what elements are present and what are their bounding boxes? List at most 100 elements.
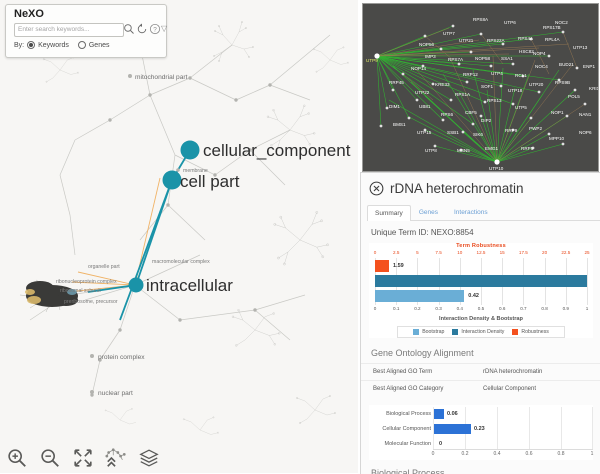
top-tick: 12.5 (476, 250, 486, 255)
radio-keywords[interactable] (27, 41, 36, 49)
bottom-tick: 0.1 (392, 306, 400, 311)
gene-label-utp8: UTP8 (425, 148, 437, 153)
top-tick: 0 (373, 250, 377, 255)
tab-summary[interactable]: Summary (367, 205, 411, 221)
bar-interaction-density[interactable] (375, 275, 587, 287)
dense-gene-cluster[interactable] (25, 279, 78, 313)
search-icon[interactable] (123, 23, 135, 35)
node-cellular-component[interactable] (180, 140, 200, 160)
top-tick: 25 (584, 250, 590, 255)
tree-nodes[interactable] (90, 43, 272, 397)
gene-label-imp3: IMP3 (425, 54, 436, 59)
close-circle-icon[interactable] (369, 181, 384, 196)
top-tick: 2.5 (392, 250, 400, 255)
unique-term-id: Unique Term ID: NEXO:8854 (371, 228, 474, 237)
highlighted-tree-nodes[interactable] (128, 140, 200, 293)
radio-genes[interactable] (77, 41, 86, 49)
gene-label-utp6: UTP6 (504, 20, 516, 25)
tab-genes[interactable]: Genes (418, 209, 438, 216)
tab-interactions[interactable]: Interactions (453, 209, 488, 216)
gene-label-rpl4a: RPL4A (545, 37, 560, 42)
legend-label: Bootstrap (422, 329, 445, 335)
tree-toolbar[interactable] (6, 447, 160, 469)
go-tick: 0 (431, 451, 435, 457)
legend-item[interactable]: Interaction Density (452, 329, 504, 335)
layers-icon[interactable] (138, 447, 160, 469)
top-tick: 20 (542, 250, 548, 255)
bottom-tick: 0.7 (520, 306, 527, 311)
go-bar-cellular-component[interactable] (434, 424, 471, 434)
refresh-icon[interactable] (136, 23, 148, 35)
gene-label-rps22a: RPS22A (487, 38, 506, 43)
filter-by-row: By: Keywords Genes (14, 41, 115, 49)
go-tick: 0.6 (525, 451, 533, 457)
go-category-label: Cellular Component (382, 426, 431, 432)
node-intracellular[interactable] (128, 277, 144, 293)
gene-label-hsc82: HSC82 (519, 49, 534, 54)
go-bar-biological-process[interactable] (434, 409, 444, 419)
gene-network-graph[interactable]: UTP9 NOP56 UTP7 RPS8A UTP6 RPS17B RPS4A … (363, 4, 598, 171)
gene-label-utp21: UTP21 (459, 38, 474, 43)
gene-label-utp13: UTP13 (573, 45, 588, 50)
bottom-tick: 0 (373, 306, 377, 311)
radio-keywords-label: Keywords (38, 41, 69, 49)
robustness-xlabel: Interaction Density & Bootstrap (439, 316, 523, 322)
robustness-chart: Term Robustness 0 2.5 5 7.5 10 12.5 15 1… (369, 243, 593, 338)
fit-to-screen-icon[interactable] (72, 447, 94, 469)
label-ribonucleoprotein-complex: ribonucleoprotein complex (56, 279, 117, 285)
ontology-tree-panel[interactable]: cellular_component cell part intracellul… (0, 0, 358, 473)
label-cellular-component: cellular_component (203, 141, 351, 160)
gene-label-utp10: UTP10 (489, 166, 504, 171)
top-tick: 15 (499, 250, 505, 255)
ontology-tree-graph[interactable]: cellular_component cell part intracellul… (0, 0, 358, 473)
gene-label-nop1: NOP1 (551, 110, 564, 115)
robustness-chart-title: Term Robustness (456, 243, 506, 249)
chevron-down-icon[interactable]: ▽ (161, 24, 168, 33)
network-brown-edges (376, 27, 586, 163)
bottom-tick: 0.6 (498, 306, 506, 311)
label-intracellular: intracellular (146, 276, 233, 295)
gene-label-utp22: UTP22 (415, 90, 430, 95)
gene-label-utp7: UTP7 (443, 31, 455, 36)
label-macromolecular-complex: macromolecular complex (152, 259, 210, 265)
collapse-network-icon[interactable] (105, 447, 127, 469)
gene-label-rrp9: RRP9 (505, 128, 518, 133)
network-nodes[interactable] (374, 24, 587, 165)
label-protein-complex: protein complex (98, 354, 145, 361)
zoom-in-icon[interactable] (6, 447, 28, 469)
search-input[interactable] (14, 23, 124, 37)
label-organelle-part: organelle part (88, 264, 120, 270)
bar-bootstrap[interactable] (375, 290, 465, 302)
gene-label-noc2: NOC2 (555, 20, 568, 25)
gene-label-msn5: MSN5 (457, 148, 470, 153)
gene-label-mpp10: MPP10 (549, 136, 565, 141)
help-icon[interactable]: ? (149, 23, 161, 35)
search-card[interactable]: NeXO ? ▽ By: Keywords Genes (5, 4, 167, 58)
gene-interaction-network-panel[interactable]: UTP9 NOP56 UTP7 RPS8A UTP6 RPS17B RPS4A … (362, 3, 599, 172)
gene-label-kre33: KRE33 (435, 82, 450, 87)
filter-by-label: By: (14, 41, 25, 49)
bar-robustness[interactable] (375, 260, 389, 272)
term-detail-panel[interactable]: rDNA heterochromatin Summary Genes Inter… (360, 172, 600, 474)
go-category-label: Biological Process (386, 411, 431, 417)
go-tick: 0.4 (493, 451, 501, 457)
gene-label-utp15: UTP15 (417, 130, 432, 135)
robustness-top-axis: 0 2.5 5 7.5 10 12.5 15 17.5 20 22.5 25 (373, 250, 590, 258)
gene-label-sik6: SIK6 (473, 132, 483, 137)
zoom-out-icon[interactable] (39, 447, 61, 469)
tab-bar[interactable]: Summary Genes Interactions (367, 204, 600, 221)
gene-label-rps1a: RPS1A (455, 92, 471, 97)
tree-subclusters (43, 21, 349, 435)
gene-label-ub81: UB81 (419, 104, 431, 109)
gene-label-rrp45: RRP45 (389, 80, 404, 85)
go-value: 0.06 (447, 411, 458, 417)
network-green-edges (376, 25, 576, 163)
legend-item[interactable]: Robustness (512, 329, 549, 335)
node-cell-part[interactable] (162, 170, 182, 190)
biological-process-title: Biological Process (371, 468, 445, 474)
goa-value: rDNA heterochromatin (483, 369, 543, 375)
top-tick: 10 (457, 250, 463, 255)
legend-item[interactable]: Bootstrap (413, 329, 444, 335)
goa-key: Best Aligned GO Term (373, 369, 433, 375)
top-tick: 5 (416, 250, 419, 255)
